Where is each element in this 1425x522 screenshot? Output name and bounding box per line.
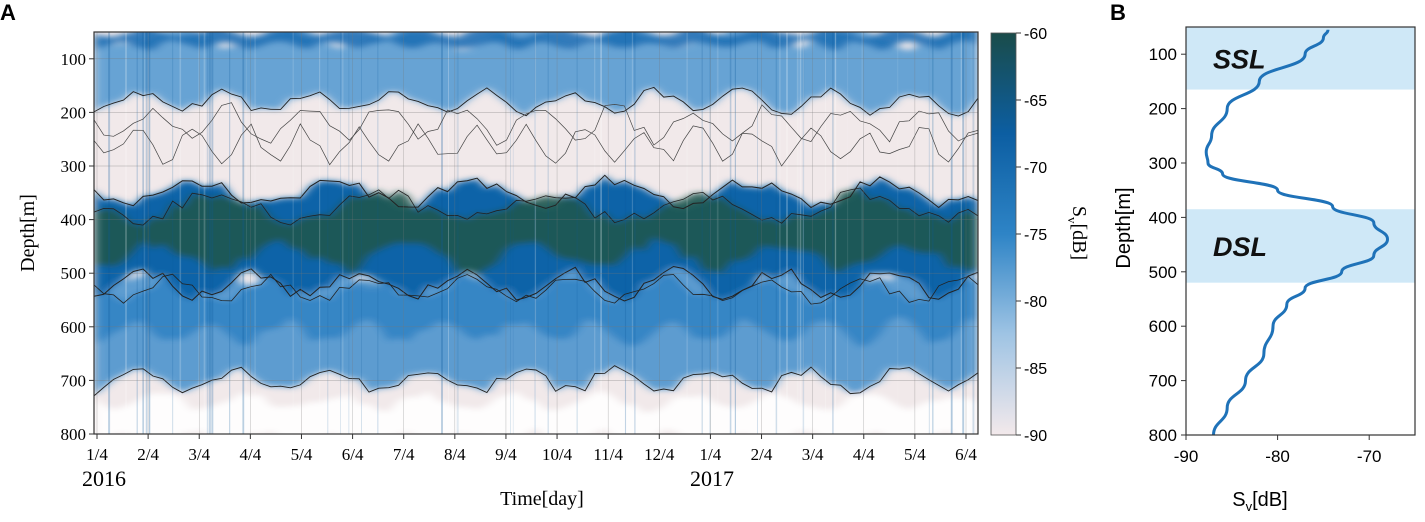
profile-plot: SSL DSL [1185,26,1416,436]
heatmap-x-axis: 1/4 2/4 3/4 4/4 5/4 6/4 7/4 8/4 9/4 10/4 11/4 12/4 1… [86,434,977,464]
contour-deep-bottom [94,265,978,302]
profile-y-tick-label: 300 [1149,154,1177,173]
heatmap-y-tick-label: 800 [61,425,87,444]
heatmap-x-tick-label: 8/4 [444,445,466,464]
layer-lower-core [94,274,978,348]
colorbar-ticks: -60 -65 -70 -75 -80 -85 -90 [1016,26,1047,445]
heatmap-x-tick-label: 1/4 [86,445,108,464]
profile-x-axis: -90 -80 -70 [1174,435,1382,466]
profile-y-axis-title: Depth[m] [1113,187,1135,268]
year-label-2017: 2017 [690,466,734,491]
colorbar-tick-label: -90 [1024,428,1047,445]
colorbar-label: Sv[dB] [1065,206,1090,260]
profile-frame [1185,26,1416,436]
contour-lower-core [94,273,978,305]
contour-upper [94,86,978,117]
highlight-band [1186,209,1415,283]
profile-y-tick-label: 200 [1149,100,1177,119]
colorbar-tick-label: -85 [1024,361,1047,378]
heatmap-streaks [108,32,975,434]
band-label-dsl: DSL [1213,232,1267,262]
colorbar-tick-label: -80 [1024,294,1047,311]
profile-x-axis-title: Sv[dB] [1232,489,1287,514]
contour-midwater [94,123,978,167]
colorbar [990,32,1017,436]
colorbar-tick-label: -65 [1024,93,1047,110]
heatmap-x-tick-label: 6/4 [342,445,364,464]
echogram-heatmap [93,31,979,435]
heatmap-y-tick-label: 200 [61,103,87,122]
heatmap-x-tick-label: 2/4 [751,445,773,464]
heatmap-y-tick-label: 300 [61,157,87,176]
profile-x-tick-label: -70 [1357,447,1382,466]
highlight-band [1186,27,1415,90]
profile-y-tick-label: 700 [1149,372,1177,391]
heatmap-y-tick-label: 400 [61,211,87,230]
profile-line [1204,29,1390,435]
heatmap-x-tick-label: 10/4 [542,445,573,464]
heatmap-frame [93,31,979,435]
heatmap-y-tick-label: 700 [61,371,87,390]
heatmap-y-tick-label: 100 [61,50,87,69]
heatmap-x-tick-label: 1/4 [700,445,722,464]
heatmap-y-tick-label: 500 [61,264,87,283]
heatmap-y-axis: 100 200 300 400 500 600 700 800 [61,50,94,444]
colorbar-tick-label: -70 [1024,160,1047,177]
heatmap-grid [94,32,978,434]
contour-lower [94,365,978,397]
panel-a-letter: A [0,0,16,25]
layer-deep-core [94,188,978,276]
layer-surface [94,32,978,51]
heatmap-x-tick-label: 5/4 [291,445,313,464]
heatmap-x-tick-label: 6/4 [955,445,977,464]
profile-x-tick-label: -90 [1174,447,1199,466]
heatmap-y-axis-title: Depth[m] [17,194,39,272]
heatmap-x-tick-label: 7/4 [393,445,415,464]
heatmap-contours [94,86,978,397]
colorbar-tick-label: -60 [1024,26,1047,43]
heatmap-x-axis-title: Time[day] [500,488,584,510]
heatmap-x-tick-label: 3/4 [188,445,210,464]
heatmap-x-tick-label: 3/4 [802,445,824,464]
heatmap-x-tick-label: 2/4 [137,445,159,464]
profile-x-tick-label: -80 [1265,447,1290,466]
band-label-ssl: SSL [1213,44,1266,74]
profile-y-axis: 100 200 300 400 500 600 700 800 [1149,45,1186,445]
contour-deep-top [94,174,978,210]
panel-b-letter: B [1110,0,1126,25]
contour-deep-core [94,187,978,226]
heatmap-x-tick-label: 11/4 [593,445,623,464]
profile-y-tick-label: 800 [1149,426,1177,445]
heatmap-x-tick-label: 12/4 [644,445,675,464]
heatmap-y-tick-label: 600 [61,318,87,337]
profile-y-tick-label: 400 [1149,208,1177,227]
heatmap-x-tick-label: 9/4 [495,445,517,464]
profile-y-tick-label: 600 [1149,317,1177,336]
colorbar-scale [990,32,1017,436]
colorbar-tick-label: -75 [1024,227,1047,244]
heatmap-layers [94,32,978,434]
profile-y-tick-label: 100 [1149,45,1177,64]
contour-midwater [94,102,978,146]
heatmap-x-tick-label: 5/4 [904,445,926,464]
layer-bottom [94,391,978,434]
profile-y-tick-label: 500 [1149,263,1177,282]
year-label-2016: 2016 [82,466,126,491]
heatmap-x-tick-label: 4/4 [239,445,261,464]
heatmap-x-tick-label: 4/4 [853,445,875,464]
